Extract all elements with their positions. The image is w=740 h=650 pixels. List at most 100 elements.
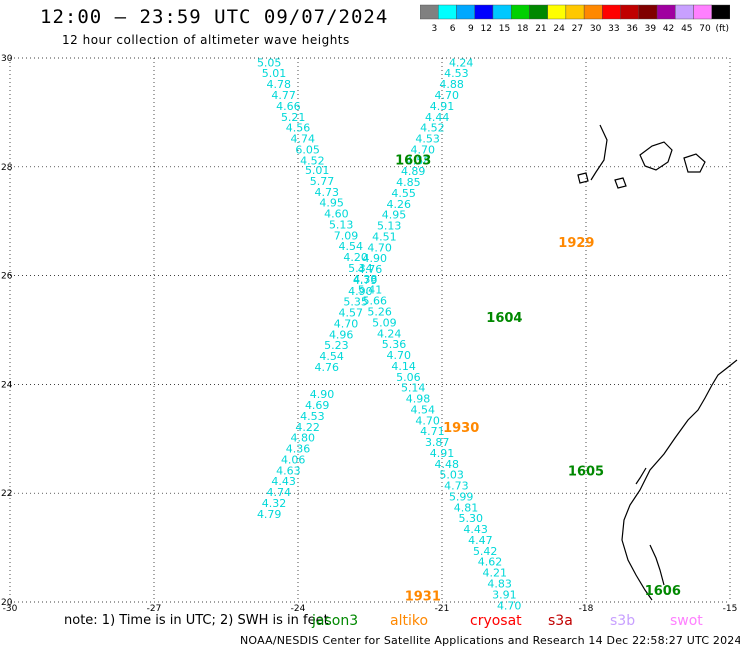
wave-height-label: 4.22 — [295, 421, 320, 434]
wave-height-label: 5.06 — [396, 371, 421, 384]
wave-height-label: 4.66 — [276, 100, 301, 113]
wave-height-label: 4.73 — [315, 186, 340, 199]
wave-height-label: 4.90 — [348, 285, 373, 298]
coastline — [577, 124, 738, 601]
wave-height-label: 4.51 — [372, 230, 397, 243]
coast-inlet — [649, 544, 665, 586]
pass-time-labels: 1603 1929 1604 1930 1605 1931 1606 — [395, 153, 681, 604]
wave-height-label: 5.34 — [348, 262, 373, 275]
grid-lines — [9, 57, 731, 603]
wave-height-label: 4.24 — [377, 327, 402, 340]
x-tick-label: -18 — [579, 604, 594, 614]
wave-height-label: 4.70 — [497, 599, 522, 612]
wave-height-label: 4.69 — [305, 399, 330, 412]
colorbar-swatch — [510, 4, 530, 20]
wave-height-label: 6.05 — [295, 143, 320, 156]
wave-height-label: 5.03 — [439, 469, 464, 482]
island-gran-canaria — [683, 153, 706, 173]
satellite-jason3: jason3 — [312, 613, 359, 629]
colorbar-swatch — [711, 4, 730, 20]
colorbar-label: (ft) — [715, 24, 729, 34]
colorbar-swatch — [583, 4, 603, 20]
wave-height-label: 4.90 — [310, 388, 335, 401]
wave-height-label: 4.54 — [339, 240, 364, 253]
wave-height-label: 5.30 — [459, 512, 484, 525]
wave-height-label: 5.41 — [358, 284, 383, 297]
wave-height-label: 4.58 — [406, 154, 431, 167]
y-tick-label: 24 — [1, 380, 13, 390]
island-gomera — [614, 177, 627, 189]
wave-height-label: 5.35 — [343, 296, 368, 309]
pass-time-label: 1603 — [395, 153, 431, 168]
wave-height-label: 5.05 — [257, 56, 282, 69]
satellite-altiko: altiko — [390, 613, 429, 629]
pass-time-label: 1931 — [405, 590, 441, 605]
wave-height-label: 4.76 — [315, 361, 340, 374]
note-text: note: 1) Time is in UTC; 2) SWH is in fe… — [64, 613, 329, 628]
colorbar-label: 24 — [553, 24, 565, 34]
island-tenerife — [639, 141, 673, 171]
pass-time-label: 1604 — [486, 311, 522, 326]
colorbar-swatch — [420, 4, 439, 20]
wave-height-label: 4.53 — [415, 133, 440, 146]
x-tick-label: -21 — [435, 604, 450, 614]
colorbar-swatch — [656, 4, 676, 20]
colorbar-label: 18 — [517, 24, 529, 34]
x-tick-label: -27 — [147, 604, 162, 614]
track-labels: 5.055.014.784.774.665.214.564.746.054.52… — [257, 56, 522, 612]
colorbar-label: 6 — [450, 24, 456, 34]
wave-height-label: 4.73 — [444, 480, 469, 493]
axis-ticks: -30 -27 -24 -21 -18 -15 20 22 24 26 28 30 — [1, 54, 737, 614]
wave-height-label: 4.43 — [463, 523, 488, 536]
pass-time-label: 1930 — [443, 421, 479, 436]
wave-height-label: 4.70 — [415, 414, 440, 427]
x-tick-label: -24 — [291, 604, 306, 614]
island-lanzarote — [577, 172, 589, 184]
wave-height-label: 4.88 — [439, 78, 464, 91]
wave-height-label: 4.36 — [286, 443, 311, 456]
wave-height-label: 4.71 — [420, 425, 445, 438]
wave-height-label: 5.21 — [281, 111, 306, 124]
wave-height-label: 4.24 — [449, 56, 474, 69]
wave-height-label: 4.38 — [353, 273, 378, 286]
colorbar-swatch — [675, 4, 694, 20]
page-subtitle: 12 hour collection of altimeter wave hei… — [62, 33, 350, 47]
satellite-s3b: s3b — [610, 613, 636, 629]
colorbar-swatch — [693, 4, 712, 20]
pass-time-label: 1606 — [645, 584, 681, 599]
wave-height-label: 4.91 — [430, 447, 455, 460]
wave-height-label: 4.80 — [291, 432, 316, 445]
colorbar-label: 36 — [626, 24, 638, 34]
wave-height-label: 4.43 — [271, 475, 296, 488]
y-tick-label: 26 — [1, 272, 13, 282]
wave-height-label: 4.54 — [319, 350, 344, 363]
wave-height-label: 4.70 — [367, 241, 392, 254]
y-tick-label: 22 — [1, 489, 12, 499]
colorbar-label: 45 — [681, 24, 692, 34]
wave-height-label: 4.83 — [487, 578, 512, 591]
wave-height-label: 4.81 — [454, 501, 479, 514]
wave-height-label: 4.54 — [411, 403, 436, 416]
dakhla-peninsula — [635, 467, 647, 485]
pass-time-label: 1929 — [558, 236, 594, 251]
wave-height-label: 4.74 — [291, 133, 316, 146]
x-tick-label: -30 — [3, 604, 18, 614]
wave-height-label: 4.21 — [483, 567, 508, 580]
wave-height-label: 4.06 — [281, 453, 306, 466]
wave-height-label: 4.52 — [420, 122, 445, 135]
wave-height-label: 4.90 — [363, 252, 388, 265]
colorbar-swatch — [456, 4, 475, 20]
y-tick-label: 28 — [1, 163, 13, 173]
wave-height-label: 4.53 — [444, 67, 469, 80]
colorbar-swatch — [547, 4, 567, 20]
satellite-s3a: s3a — [548, 613, 573, 629]
wave-height-label: 4.70 — [411, 143, 436, 156]
wave-height-label: 4.57 — [339, 307, 364, 320]
wave-height-label: 4.70 — [387, 349, 412, 362]
wave-height-label: 7.09 — [334, 229, 359, 242]
wave-height-label: 4.44 — [425, 111, 450, 124]
colorbar-swatch — [620, 4, 640, 20]
colorbar-legend: 3 6 9 12 15 18 21 24 27 30 33 36 39 42 45 70 (ft) — [420, 4, 730, 34]
colorbar-swatch — [638, 4, 658, 20]
colorbar-swatch — [492, 4, 512, 20]
